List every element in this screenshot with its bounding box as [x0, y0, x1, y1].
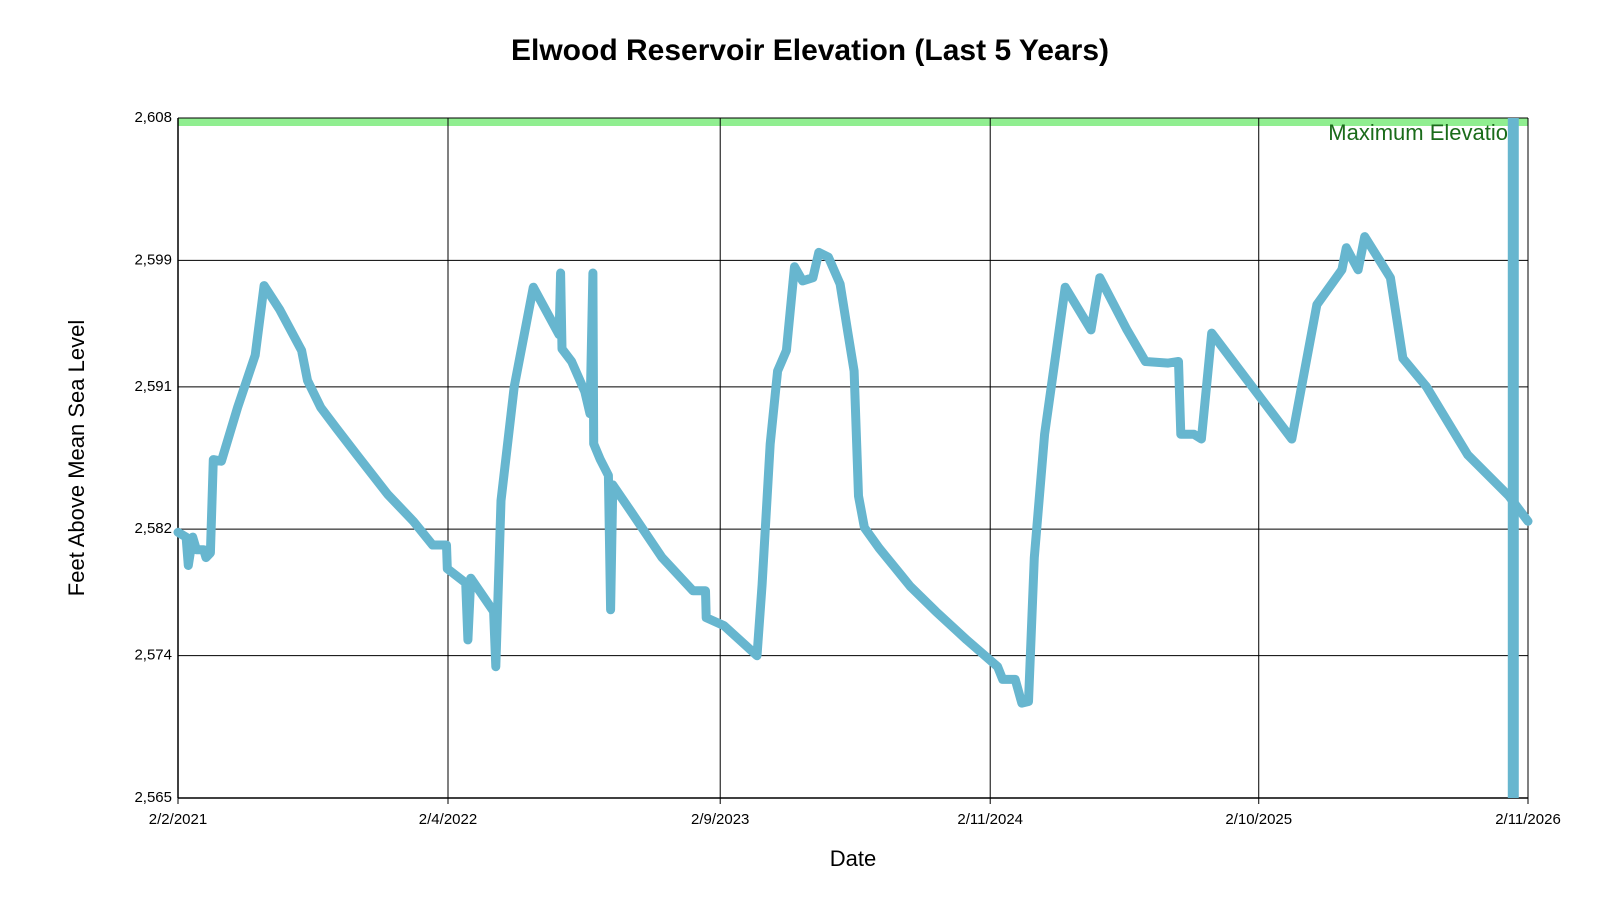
- x-tick-label: 2/2/2021: [149, 811, 207, 828]
- chart-title: Elwood Reservoir Elevation (Last 5 Years…: [511, 34, 1109, 67]
- y-tick-label: 2,591: [134, 378, 172, 395]
- y-tick-label: 2,599: [134, 251, 172, 268]
- data-line: [173, 232, 1533, 708]
- x-tick-label: 2/4/2022: [419, 811, 477, 828]
- y-tick-label: 2,608: [134, 109, 172, 126]
- x-axis-title: Date: [830, 846, 876, 871]
- y-tick-label: 2,582: [134, 520, 172, 537]
- x-tick-label: 2/11/2026: [1495, 811, 1561, 828]
- x-tick-label: 2/9/2023: [691, 811, 749, 828]
- x-tick-label: 2/10/2025: [1225, 811, 1292, 828]
- max-elevation-band: [178, 118, 1528, 126]
- y-axis-title: Feet Above Mean Sea Level: [64, 320, 89, 596]
- max-elevation-label: Maximum Elevatio: [1328, 120, 1508, 145]
- y-tick-label: 2,565: [134, 789, 172, 806]
- y-tick-label: 2,574: [134, 647, 172, 664]
- x-tick-label: 2/11/2024: [957, 811, 1023, 828]
